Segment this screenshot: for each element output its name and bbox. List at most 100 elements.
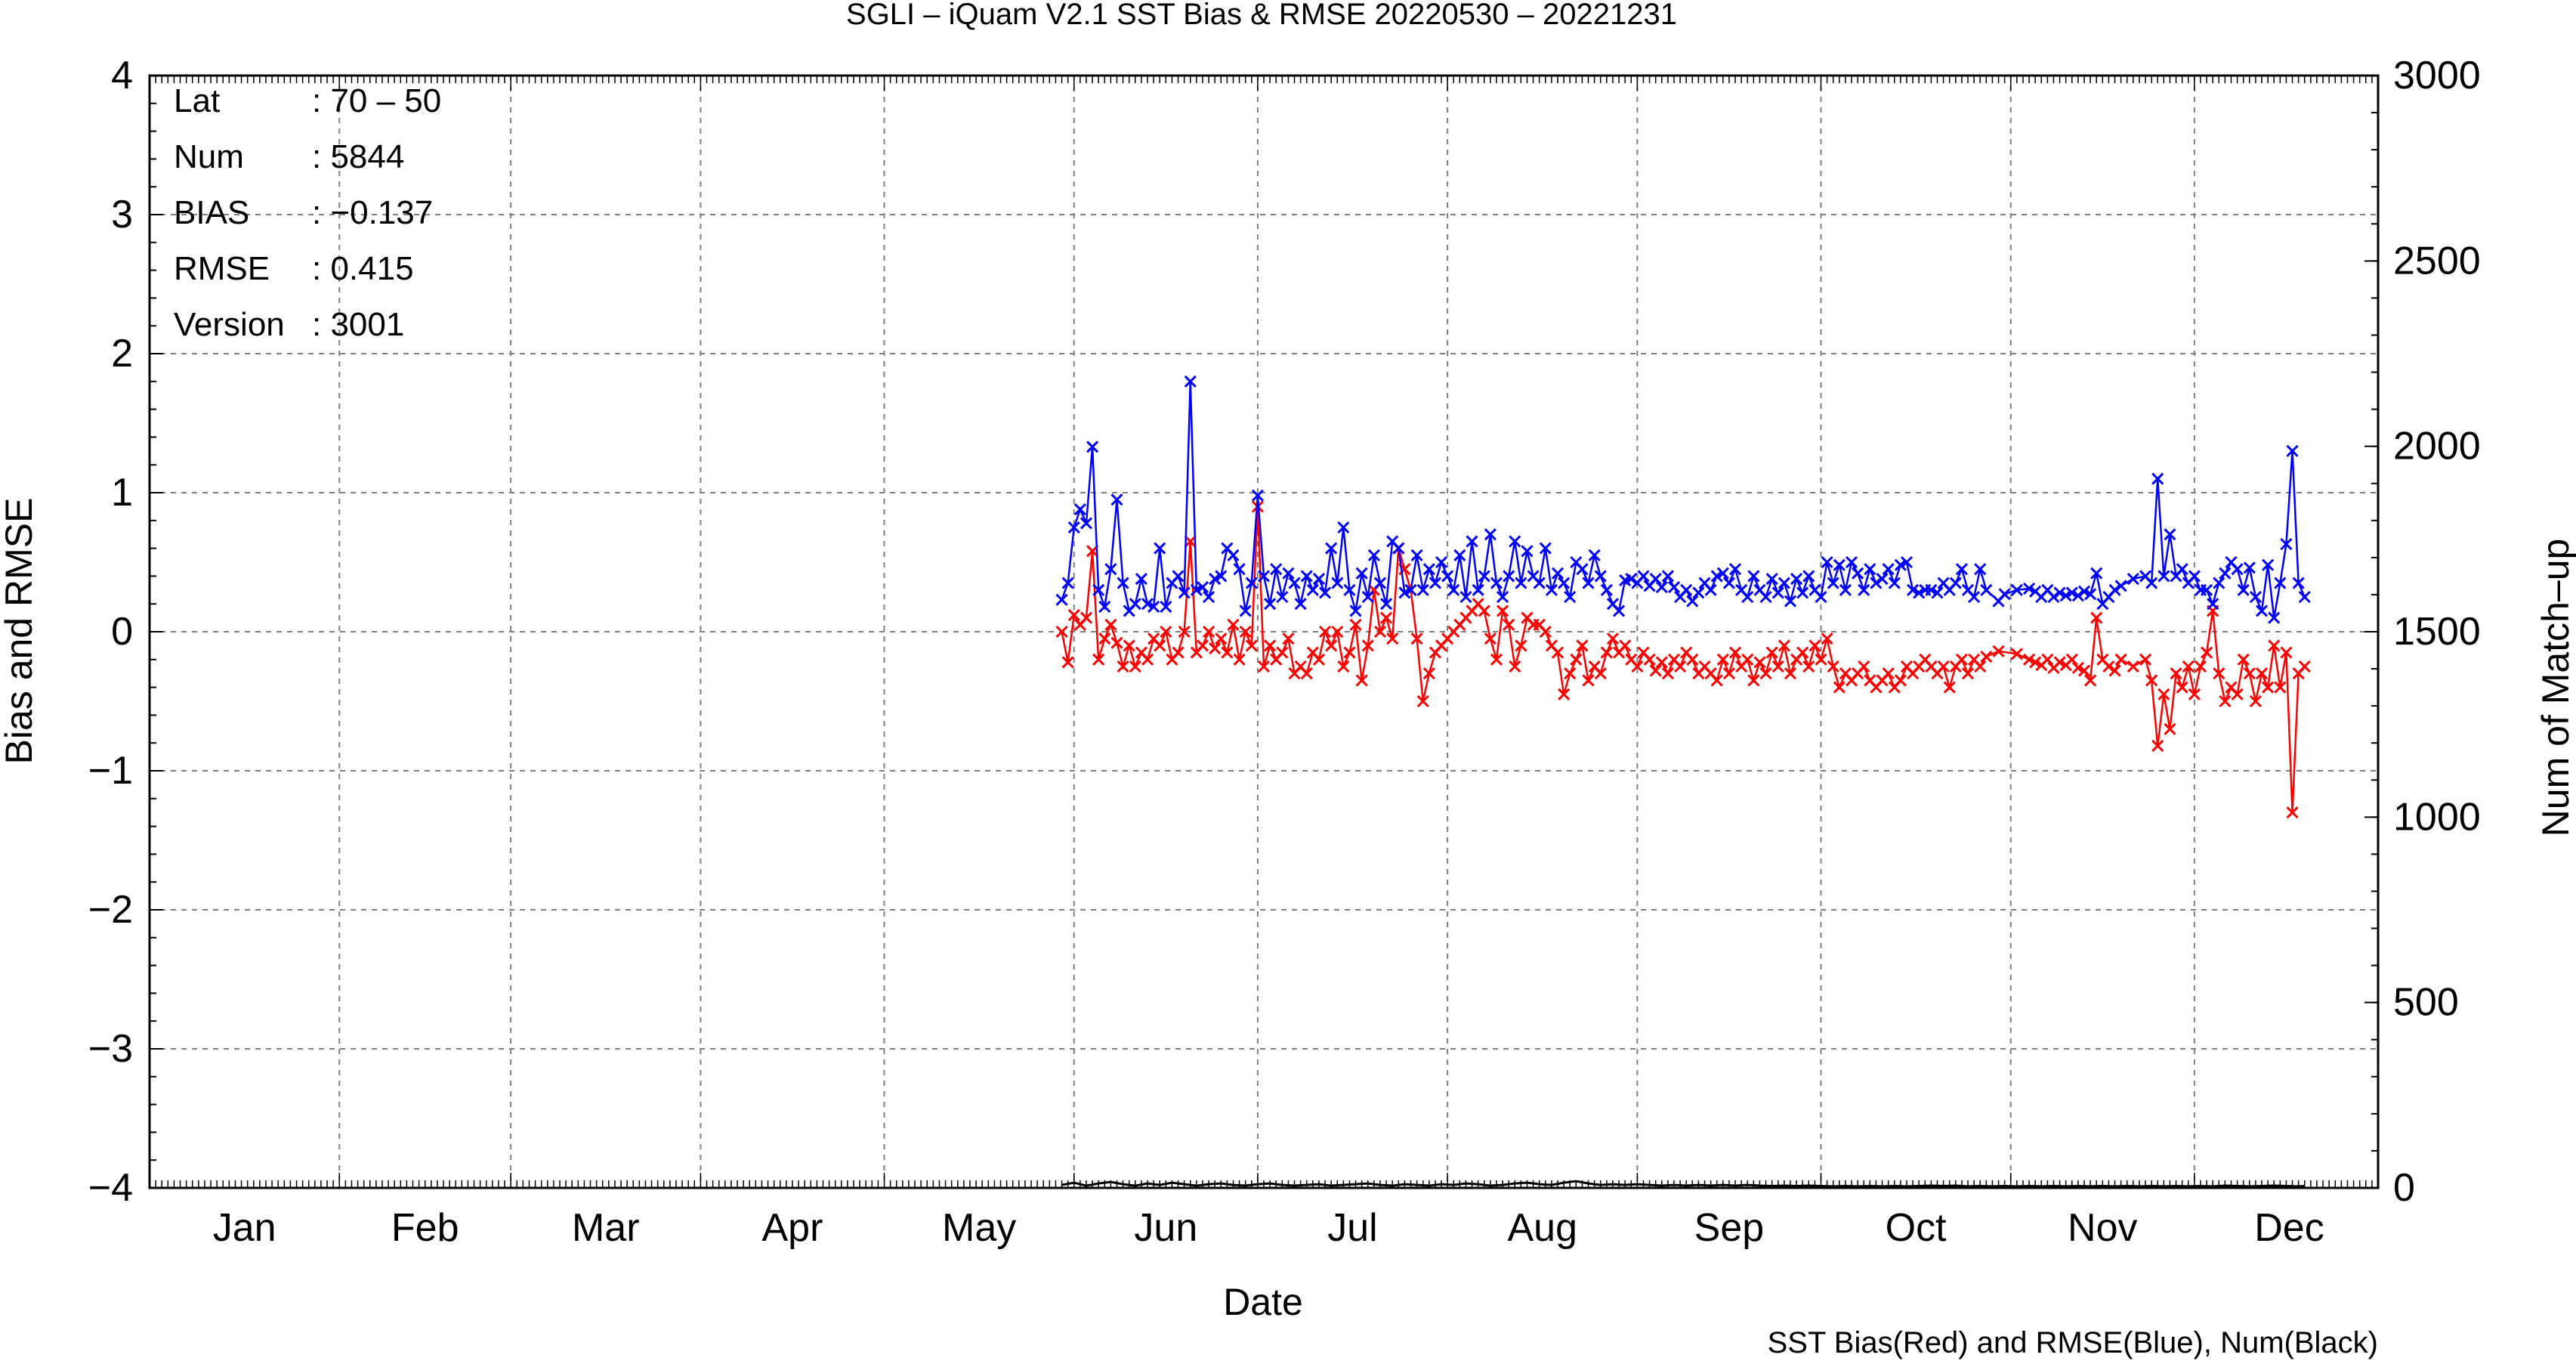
data-point bbox=[2108, 664, 2121, 677]
data-point bbox=[2274, 577, 2287, 589]
data-point bbox=[2249, 590, 2262, 604]
data-point bbox=[2077, 664, 2091, 677]
data-point bbox=[1955, 653, 1968, 666]
info-value: : 70 – 50 bbox=[312, 82, 441, 119]
data-point bbox=[1080, 517, 1093, 530]
data-point bbox=[1086, 441, 1099, 453]
data-point bbox=[1098, 632, 1111, 645]
data-point bbox=[1759, 590, 1772, 604]
data-point bbox=[2139, 653, 2152, 666]
data-point bbox=[1753, 656, 1766, 669]
data-point bbox=[1104, 563, 1117, 576]
data-point bbox=[2071, 661, 2084, 674]
y2-tick-label: 3000 bbox=[2393, 54, 2481, 97]
info-value: : 0.415 bbox=[312, 250, 414, 287]
x-tick-label: Aug bbox=[1507, 1206, 1577, 1250]
data-point bbox=[1858, 660, 1870, 673]
y-tick-label: −2 bbox=[88, 888, 133, 932]
data-point bbox=[1202, 625, 1215, 639]
data-point bbox=[1337, 521, 1350, 534]
x-tick-label: Oct bbox=[1886, 1206, 1947, 1250]
y2-tick-label: 1500 bbox=[2393, 610, 2481, 654]
data-point bbox=[2077, 585, 2091, 598]
data-point bbox=[1992, 645, 2005, 657]
data-point bbox=[1325, 639, 1338, 652]
num-series bbox=[1061, 1180, 2305, 1188]
data-point bbox=[2188, 570, 2201, 583]
data-point bbox=[1747, 570, 1760, 583]
data-point bbox=[2213, 667, 2225, 680]
data-point bbox=[1551, 567, 1564, 580]
data-point bbox=[1459, 590, 1472, 604]
data-point bbox=[1484, 528, 1496, 541]
data-point bbox=[2157, 570, 2170, 583]
data-point bbox=[1410, 632, 1423, 645]
data-point bbox=[1710, 674, 1723, 687]
data-point bbox=[1833, 681, 1846, 694]
data-point bbox=[1907, 583, 1920, 596]
data-point bbox=[1998, 588, 2011, 601]
data-point bbox=[2053, 656, 2066, 669]
data-point bbox=[2084, 674, 2097, 687]
data-point bbox=[2237, 583, 2250, 596]
data-point bbox=[1104, 618, 1117, 631]
data-point bbox=[1509, 660, 1521, 673]
data-point bbox=[1478, 570, 1490, 583]
y2-tick-label: 0 bbox=[2393, 1166, 2415, 1210]
data-point bbox=[1245, 639, 1258, 652]
data-point bbox=[1055, 593, 1068, 606]
data-point bbox=[1300, 570, 1313, 583]
data-point bbox=[2084, 588, 2097, 601]
x-tick-label: May bbox=[942, 1206, 1016, 1250]
data-point bbox=[1453, 549, 1466, 561]
data-point bbox=[1637, 570, 1650, 583]
data-point bbox=[1716, 653, 1729, 666]
data-point bbox=[1147, 600, 1160, 613]
data-point bbox=[1796, 646, 1809, 659]
data-point bbox=[2213, 577, 2225, 589]
data-point bbox=[2047, 590, 2060, 604]
data-point bbox=[1558, 577, 1571, 589]
data-point bbox=[1325, 542, 1338, 555]
data-point bbox=[1509, 535, 1521, 548]
data-point bbox=[2255, 605, 2269, 617]
data-point bbox=[2145, 577, 2158, 589]
data-point bbox=[1980, 583, 1993, 596]
x-tick-label: Apr bbox=[762, 1206, 823, 1250]
data-point bbox=[1759, 667, 1772, 680]
data-point bbox=[1968, 590, 1981, 604]
data-point bbox=[2201, 583, 2213, 596]
data-point bbox=[1900, 555, 1913, 569]
data-point bbox=[1349, 618, 1362, 631]
x-tick-label: Dec bbox=[2254, 1206, 2324, 1250]
data-point bbox=[1422, 667, 1435, 680]
data-point bbox=[2280, 646, 2293, 659]
data-point bbox=[2041, 653, 2054, 666]
data-point bbox=[1380, 598, 1393, 611]
data-point bbox=[1821, 632, 1833, 645]
data-point bbox=[2151, 472, 2164, 485]
data-point bbox=[1778, 639, 1790, 652]
data-point bbox=[1080, 611, 1093, 624]
data-point bbox=[1202, 590, 1215, 604]
data-point bbox=[1674, 660, 1687, 673]
data-point bbox=[1429, 577, 1441, 589]
data-point bbox=[2065, 586, 2078, 599]
data-point bbox=[1594, 667, 1607, 680]
data-point bbox=[1827, 660, 1839, 673]
data-point bbox=[1722, 667, 1735, 680]
y2-tick-label: 2500 bbox=[2393, 239, 2481, 283]
data-point bbox=[1722, 577, 1735, 589]
data-point bbox=[1178, 625, 1191, 639]
data-point bbox=[1882, 667, 1895, 680]
data-point bbox=[1490, 653, 1503, 666]
x-tick-label: Feb bbox=[391, 1206, 459, 1250]
data-point bbox=[1667, 581, 1681, 594]
data-point bbox=[1815, 590, 1827, 604]
data-point bbox=[1343, 583, 1356, 596]
data-point bbox=[2102, 660, 2115, 673]
data-point bbox=[1594, 570, 1607, 583]
y-tick-label: 0 bbox=[111, 610, 133, 654]
data-point bbox=[1288, 577, 1301, 589]
y2-tick-label: 2000 bbox=[2393, 425, 2481, 469]
